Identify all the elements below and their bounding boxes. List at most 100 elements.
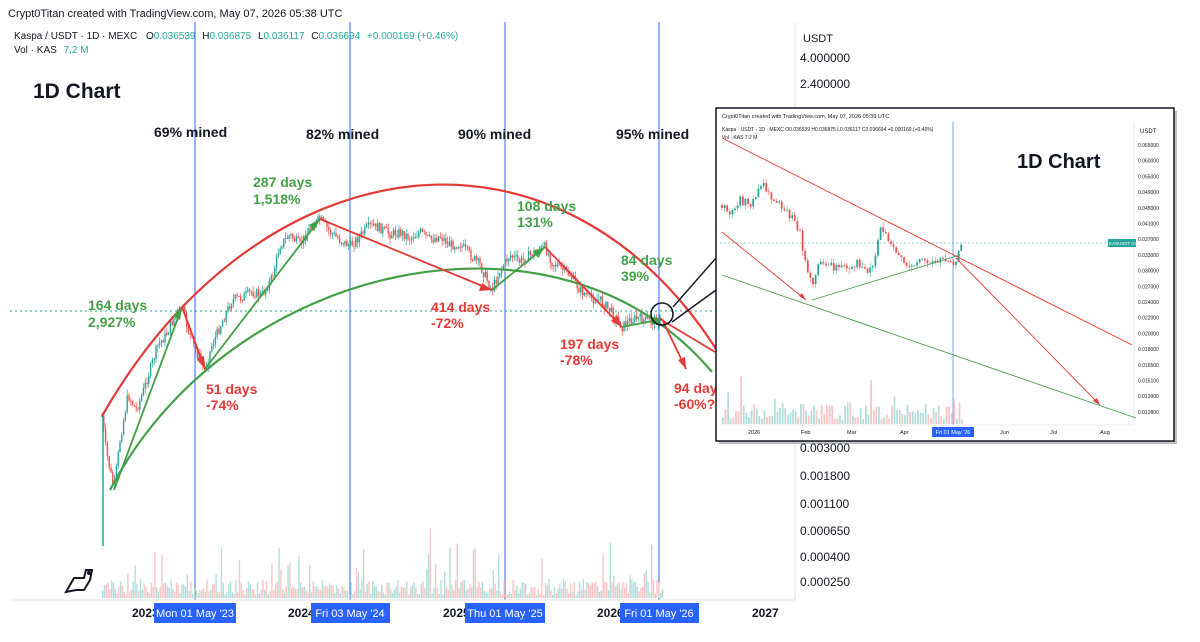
volume-bar — [336, 585, 338, 598]
red-annotation-days-2: 414 days — [431, 299, 490, 315]
volume-bar — [406, 581, 408, 598]
volume-bar — [228, 584, 230, 598]
inset-candle-body — [936, 262, 939, 263]
candle-body — [279, 248, 281, 255]
candle-body — [130, 400, 132, 402]
inset-volume-bar — [922, 413, 924, 424]
volume-bar — [535, 594, 538, 598]
candle-body — [241, 299, 244, 301]
volume-bar — [451, 585, 453, 598]
candle-body — [502, 265, 505, 269]
inset-candle-body — [819, 261, 822, 265]
inset-volume-bar — [763, 409, 766, 424]
candle-body — [265, 289, 267, 295]
green-annotation-pct-3: 131% — [517, 214, 553, 230]
candle-body — [198, 354, 200, 359]
candle-body — [128, 395, 130, 401]
candle-body — [463, 244, 465, 246]
inset-candle-body — [890, 241, 892, 245]
volume-bar — [595, 581, 597, 598]
inset-panel: Crypt0Titan created with TradingView.com… — [715, 107, 1177, 444]
volume-bar — [631, 579, 633, 598]
inset-candle-body — [767, 191, 770, 193]
volume-bar — [337, 588, 340, 598]
volume-bar — [381, 584, 383, 598]
inset-volume-bar — [828, 404, 831, 424]
price-axis-ticks: 4.000000 2.400000 0.003000 0.001800 0.001100… — [800, 51, 850, 589]
inset-candle-body — [869, 267, 872, 273]
volume-bar — [570, 583, 572, 598]
volume-bar — [273, 589, 275, 598]
candle-body — [495, 280, 497, 284]
inset-volume-bar — [818, 419, 820, 424]
marker-label-2023: Mon 01 May '23 — [156, 608, 234, 620]
inset-price-tick: 0.027000 — [1138, 284, 1159, 290]
volume-bar — [157, 591, 160, 598]
inset-volume-bar — [758, 416, 761, 424]
inset-candle-body — [788, 209, 791, 219]
volume-bar — [541, 558, 543, 598]
volume-bar — [624, 588, 626, 598]
candle-body — [104, 428, 107, 443]
volume-bar — [138, 591, 140, 598]
volume-bar — [168, 587, 170, 598]
candle-body — [261, 291, 263, 293]
inset-candle-body — [913, 265, 916, 267]
candle-body — [167, 332, 170, 335]
volume-bar — [449, 547, 451, 598]
inset-volume-bar — [794, 411, 797, 424]
volume-bar — [568, 593, 570, 598]
inset-volume-bar — [862, 418, 865, 424]
candle-body — [580, 286, 582, 293]
volume-bar — [208, 591, 210, 598]
candle-body — [288, 235, 290, 239]
svg-text:Vol · KAS 7.2 M: Vol · KAS 7.2 M — [14, 45, 89, 56]
candle-body — [362, 231, 364, 234]
volume-bar — [280, 569, 282, 598]
volume-bar — [147, 592, 149, 598]
candle-body — [405, 233, 407, 240]
volume-bar — [264, 590, 266, 598]
volume-bar — [503, 581, 505, 598]
inset-price-tick: 0.065000 — [1138, 143, 1159, 149]
candle-body — [256, 289, 258, 298]
volume-bar — [471, 587, 473, 598]
marker-label-2025: Thu 01 May '25 — [467, 608, 542, 620]
volume-bar — [651, 544, 653, 598]
candle-body — [419, 229, 422, 233]
inset-candle-body — [864, 267, 866, 269]
candle-body — [317, 216, 319, 220]
inset-volume-bar — [885, 414, 888, 424]
inset-candle-body — [832, 262, 835, 271]
volume-bar — [629, 575, 631, 598]
inset-volume-bar — [774, 399, 776, 424]
volume-bar — [355, 567, 358, 598]
candle-body — [394, 229, 397, 236]
candle-body — [486, 271, 488, 281]
inset-volume-bar — [849, 402, 852, 424]
inset-candle-body — [897, 252, 900, 256]
candle-body — [194, 344, 197, 351]
inset-volume-bar — [961, 419, 963, 424]
volume-bar — [305, 590, 307, 598]
inset-candle-body — [822, 261, 825, 264]
inset-last-price: KASUSDT 0.036694 — [1109, 241, 1151, 246]
volume-bar — [175, 582, 178, 598]
volume-bar — [357, 572, 359, 598]
volume-bar — [636, 586, 638, 598]
candle-body — [446, 241, 449, 244]
volume-bar — [589, 585, 592, 598]
candle-body — [157, 345, 159, 347]
volume-bar — [163, 583, 165, 598]
candle-body — [569, 275, 571, 277]
candle-body — [592, 298, 595, 303]
watermark: Crypt0Titan created with TradingView.com… — [8, 8, 342, 20]
volume-bar — [237, 592, 239, 598]
candle-body — [173, 317, 175, 326]
inset-volume-bar — [904, 414, 906, 424]
candle-body — [131, 401, 134, 406]
candle-body — [506, 258, 508, 262]
candle-body — [581, 286, 584, 296]
inset-volume-bar — [898, 409, 901, 424]
volume-bar — [190, 581, 192, 598]
